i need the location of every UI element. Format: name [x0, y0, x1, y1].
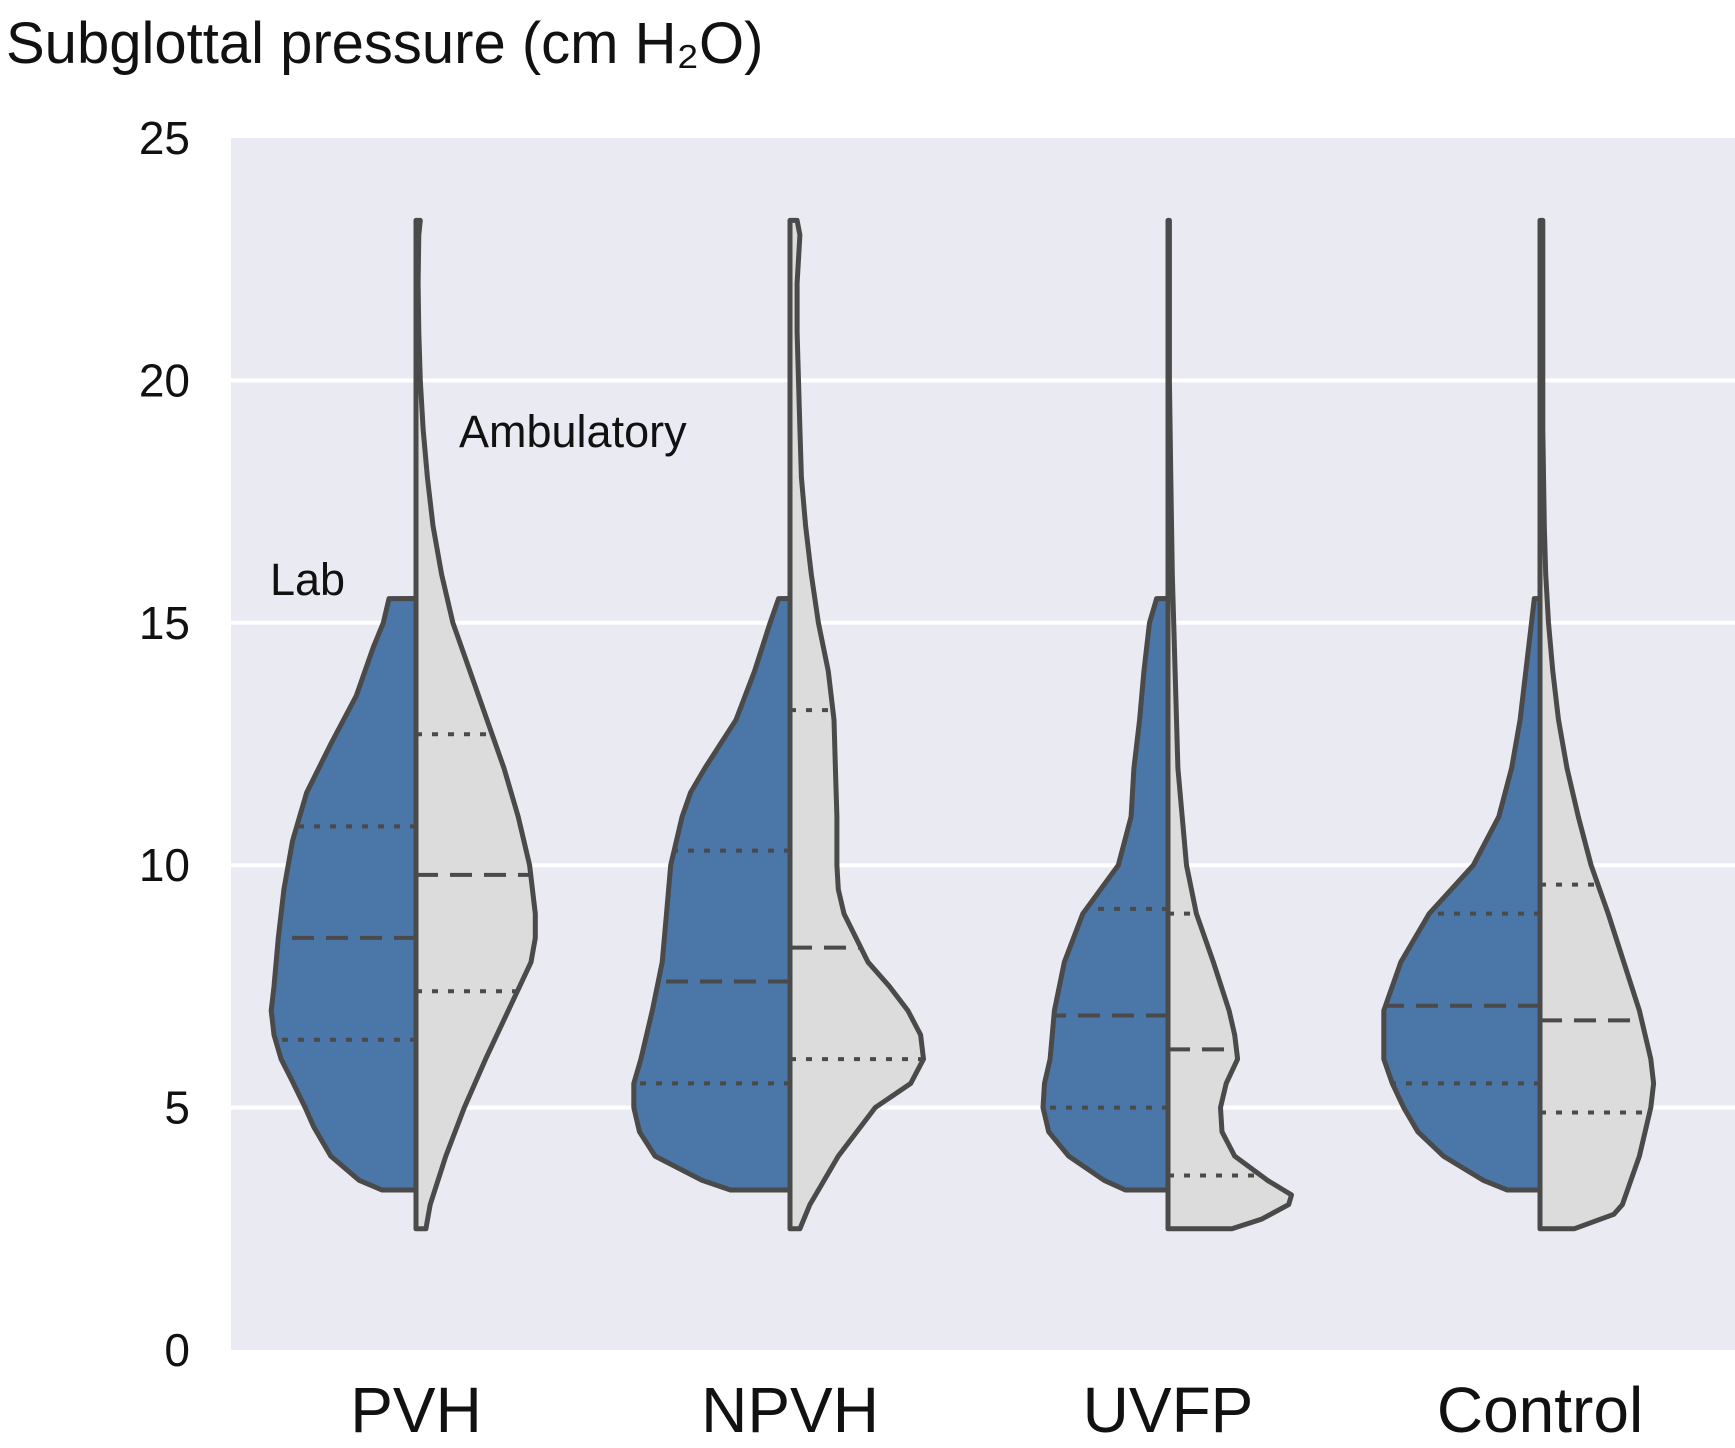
x-tick-npvh: NPVH	[701, 1374, 879, 1446]
x-tick-control: Control	[1437, 1374, 1643, 1446]
violin-ambulatory-control	[1537, 217, 1657, 1232]
y-tick-5: 5	[164, 1082, 190, 1134]
violin-body	[1040, 596, 1171, 1193]
violin-body	[268, 596, 419, 1193]
violin-groups	[268, 217, 1657, 1232]
violin-body	[1165, 217, 1294, 1232]
violin-body	[1537, 217, 1657, 1232]
y-tick-10: 10	[139, 839, 190, 891]
y-tick-0: 0	[164, 1324, 190, 1376]
annotation-lab: Lab	[270, 554, 345, 605]
violin-ambulatory-npvh	[787, 217, 926, 1232]
violin-body	[787, 217, 926, 1232]
x-tick-pvh: PVH	[350, 1374, 482, 1446]
violin-lab-pvh	[268, 596, 419, 1193]
chart-title: Subglottal pressure (cm H₂O)	[6, 11, 763, 76]
y-tick-25: 25	[139, 112, 190, 164]
x-tick-labels: PVH NPVH UVFP Control	[350, 1374, 1643, 1446]
x-tick-uvfp: UVFP	[1083, 1374, 1254, 1446]
violin-body	[631, 596, 793, 1193]
y-tick-labels: 0 5 10 15 20 25	[139, 112, 190, 1376]
y-tick-15: 15	[139, 597, 190, 649]
violin-lab-uvfp	[1040, 596, 1171, 1193]
violin-lab-npvh	[631, 596, 793, 1193]
y-tick-20: 20	[139, 354, 190, 406]
violin-body	[1381, 596, 1543, 1193]
annotation-ambulatory: Ambulatory	[459, 406, 687, 457]
violin-ambulatory-uvfp	[1165, 217, 1294, 1232]
violin-lab-control	[1381, 596, 1543, 1193]
